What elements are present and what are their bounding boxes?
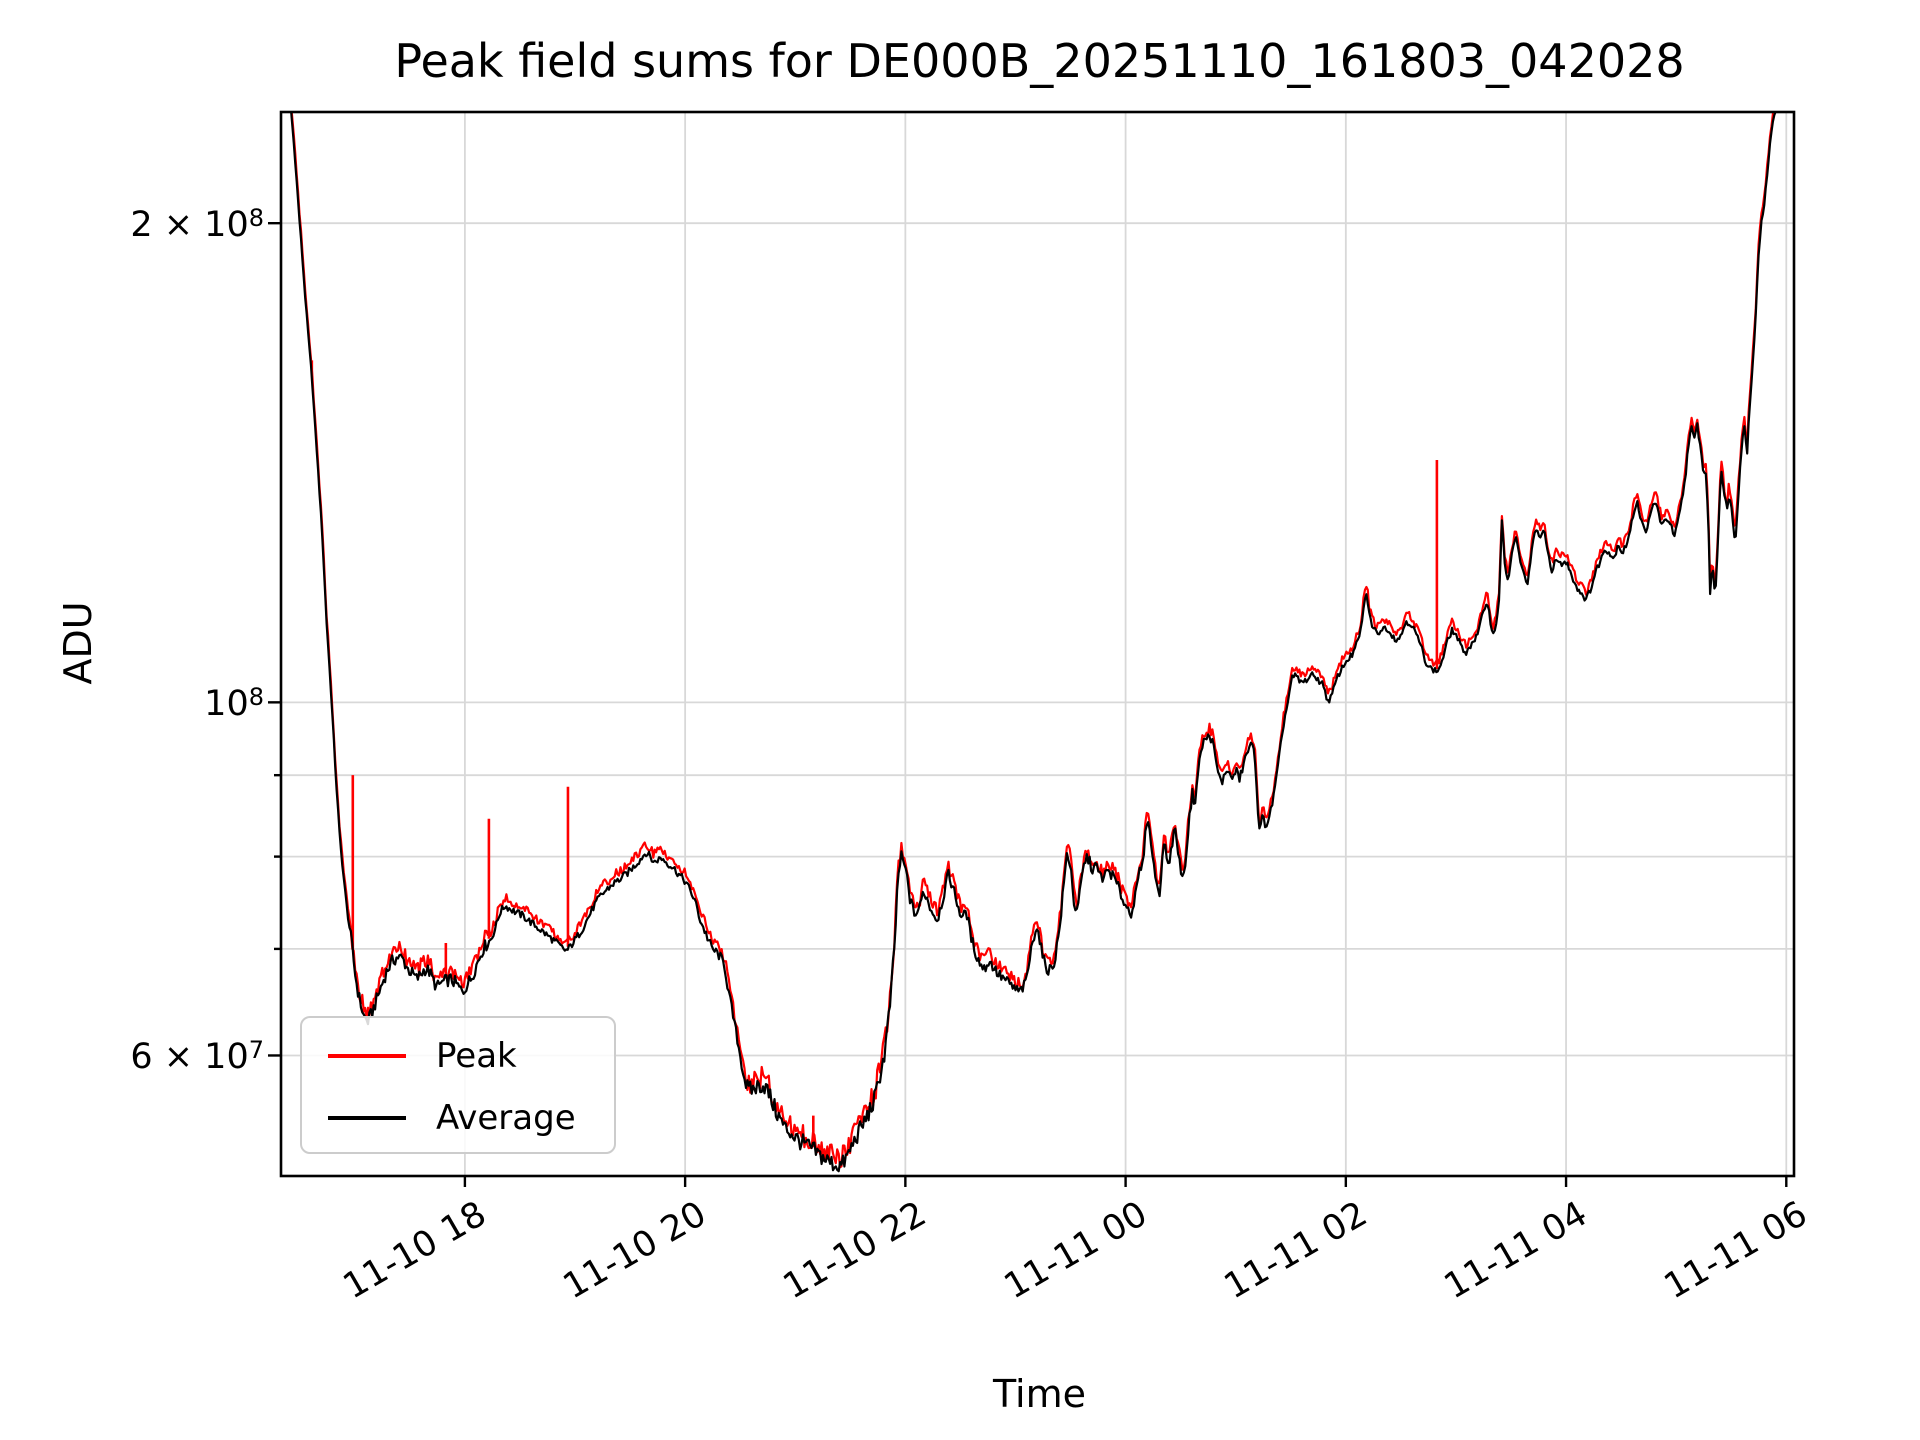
- y-tick-label: 6 × 107: [130, 1036, 264, 1078]
- legend-item-peak: Peak: [328, 1036, 517, 1076]
- legend: Peak Average: [300, 1016, 616, 1154]
- y-tick-label: 108: [204, 682, 264, 725]
- legend-label-peak: Peak: [436, 1036, 517, 1076]
- legend-item-average: Average: [328, 1098, 576, 1138]
- average-line-swatch: [328, 1116, 406, 1120]
- x-axis-label: Time: [993, 1372, 1086, 1416]
- peak-line-swatch: [328, 1054, 406, 1058]
- chart-title: Peak field sums for DE000B_20251110_1618…: [394, 34, 1685, 88]
- y-axis-label: ADU: [56, 601, 100, 685]
- average-line: [290, 112, 1777, 1173]
- plot-border: [279, 110, 1796, 1178]
- legend-label-average: Average: [436, 1098, 576, 1138]
- y-tick-label: 2 × 108: [130, 203, 264, 246]
